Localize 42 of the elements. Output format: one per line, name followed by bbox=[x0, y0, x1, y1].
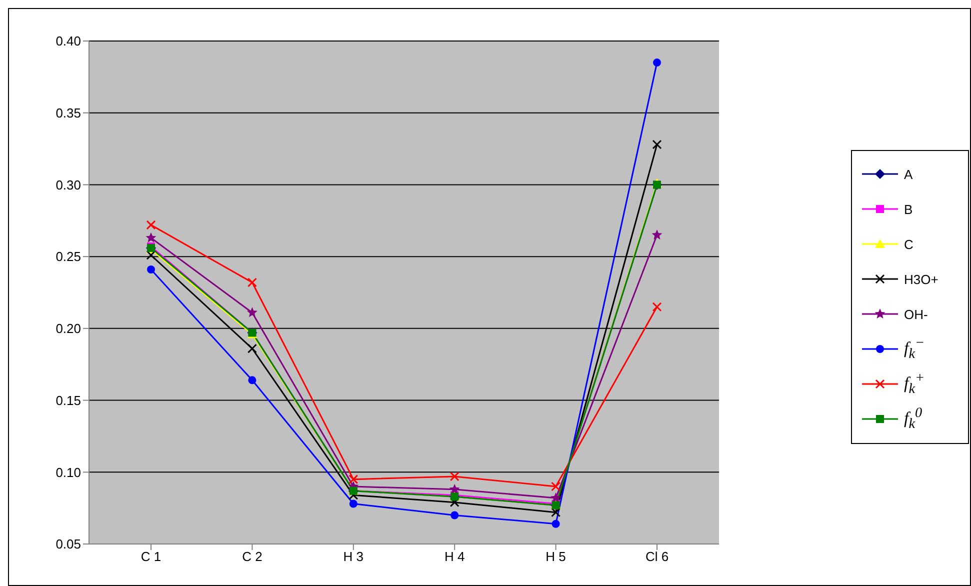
y-tick-label: 0.25 bbox=[56, 249, 81, 264]
point bbox=[146, 232, 156, 242]
point bbox=[348, 474, 358, 484]
point bbox=[652, 140, 662, 150]
x-tick-label: H 5 bbox=[546, 549, 566, 564]
point bbox=[653, 58, 661, 67]
x-tick-label: Cl 6 bbox=[645, 549, 669, 564]
point bbox=[146, 220, 156, 230]
point bbox=[652, 230, 662, 240]
point bbox=[146, 250, 156, 260]
point bbox=[450, 472, 460, 482]
point bbox=[551, 482, 561, 492]
x-tick-label: C 1 bbox=[140, 549, 162, 564]
point bbox=[449, 484, 460, 494]
y-tick-label: 0.20 bbox=[56, 321, 81, 336]
point bbox=[652, 302, 662, 312]
point bbox=[348, 490, 358, 500]
point bbox=[450, 511, 459, 520]
point bbox=[349, 500, 358, 508]
y-tick-label: 0.05 bbox=[56, 536, 81, 552]
legend-label: A bbox=[904, 166, 913, 182]
point bbox=[247, 344, 257, 354]
legend-label: B bbox=[904, 202, 913, 216]
point bbox=[550, 492, 562, 502]
legend-label: C bbox=[904, 236, 914, 252]
point bbox=[248, 376, 256, 384]
x-tick-label: H 4 bbox=[444, 549, 465, 564]
legend-label: H3O+ bbox=[904, 272, 938, 286]
point bbox=[450, 498, 460, 508]
y-tick-label: 0.35 bbox=[56, 105, 81, 120]
legend-label: OH- bbox=[904, 306, 928, 322]
point bbox=[246, 307, 258, 318]
point bbox=[551, 508, 561, 518]
y-tick-label: 0.15 bbox=[56, 392, 81, 408]
point bbox=[552, 520, 560, 528]
x-tick-label: C 2 bbox=[242, 549, 262, 564]
point bbox=[147, 266, 155, 274]
y-tick-label: 0.10 bbox=[56, 464, 81, 480]
point bbox=[247, 278, 257, 288]
x-tick-label: H 3 bbox=[343, 549, 364, 564]
y-tick-label: 0.40 bbox=[56, 34, 81, 49]
y-tick-label: 0.30 bbox=[56, 177, 81, 192]
